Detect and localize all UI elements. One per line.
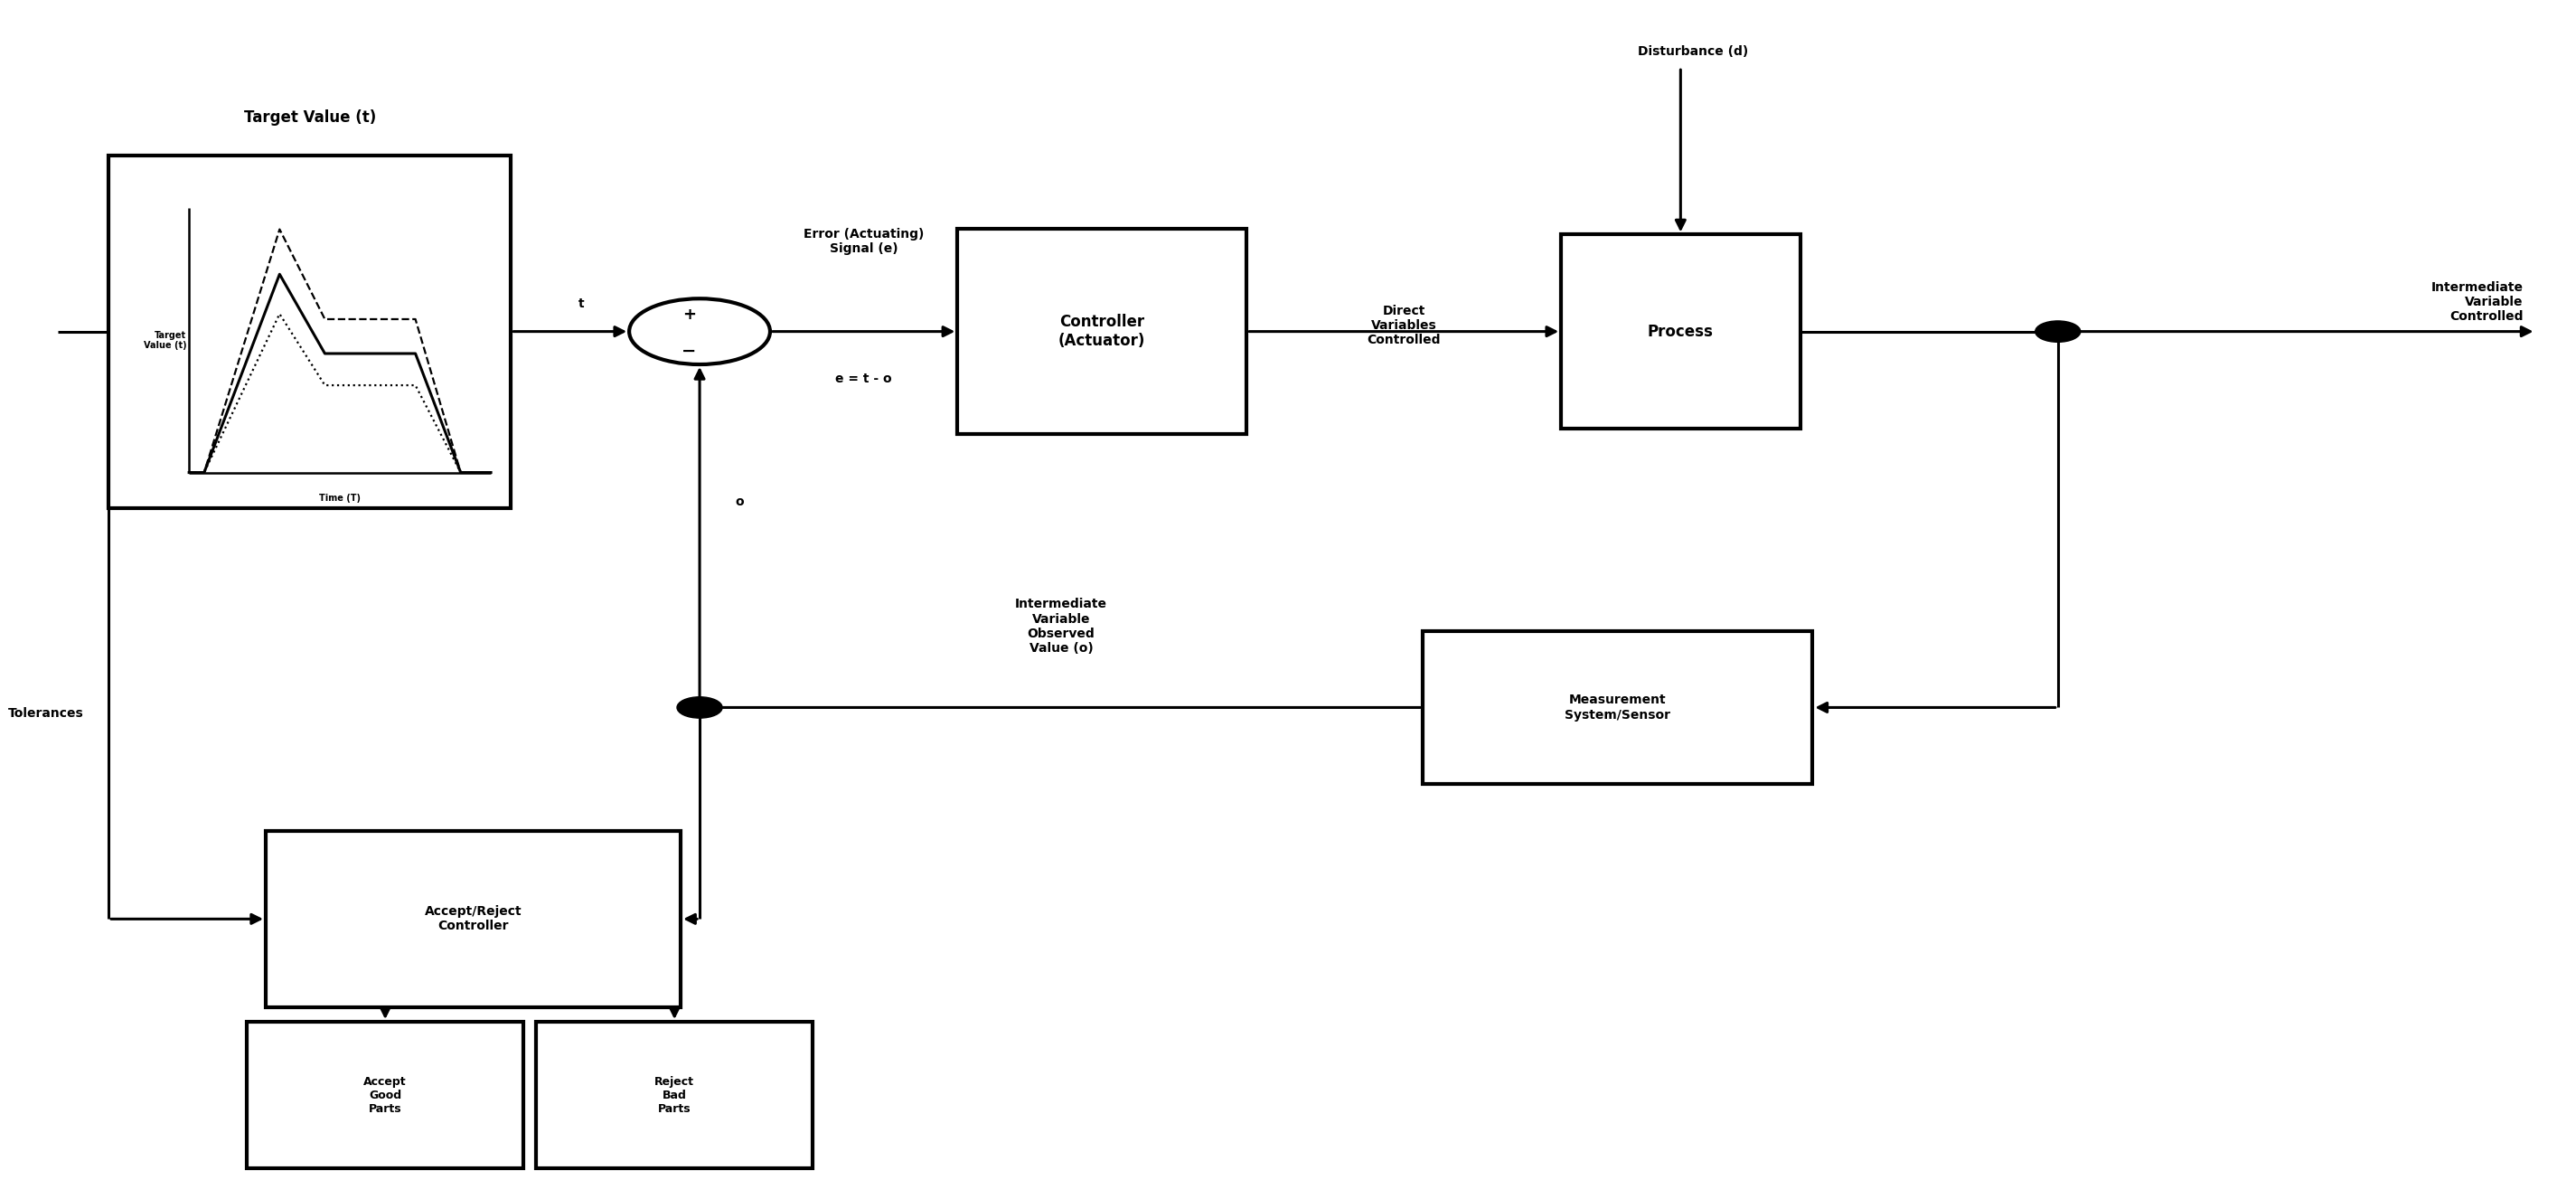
Circle shape xyxy=(629,299,770,365)
Text: Direct
Variables
Controlled: Direct Variables Controlled xyxy=(1368,304,1440,347)
Text: o: o xyxy=(734,496,744,507)
Text: Process: Process xyxy=(1649,323,1713,340)
Text: Time (T): Time (T) xyxy=(319,493,361,503)
Text: Tolerances: Tolerances xyxy=(8,707,82,720)
Bar xyxy=(1422,631,1814,784)
Text: Target Value (t): Target Value (t) xyxy=(245,110,376,126)
Circle shape xyxy=(2035,321,2081,342)
Bar xyxy=(536,1022,814,1168)
Text: Accept
Good
Parts: Accept Good Parts xyxy=(363,1076,407,1115)
Circle shape xyxy=(677,697,721,719)
Text: Disturbance (d): Disturbance (d) xyxy=(1638,45,1749,58)
Text: Intermediate
Variable
Controlled: Intermediate Variable Controlled xyxy=(2432,281,2522,323)
Text: Controller
(Actuator): Controller (Actuator) xyxy=(1059,314,1146,349)
Text: Measurement
System/Sensor: Measurement System/Sensor xyxy=(1564,694,1672,721)
Text: Target
Value (t): Target Value (t) xyxy=(144,330,185,350)
Text: +: + xyxy=(683,307,696,322)
Text: −: − xyxy=(683,342,696,360)
Text: Accept/Reject
Controller: Accept/Reject Controller xyxy=(425,905,523,932)
Text: Error (Actuating)
Signal (e): Error (Actuating) Signal (e) xyxy=(804,228,925,255)
Text: e = t - o: e = t - o xyxy=(835,373,891,386)
Bar xyxy=(265,831,680,1007)
Text: Reject
Bad
Parts: Reject Bad Parts xyxy=(654,1076,696,1115)
Bar xyxy=(958,229,1247,434)
Bar xyxy=(247,1022,523,1168)
Bar xyxy=(1561,235,1801,428)
Text: Intermediate
Variable
Observed
Value (o): Intermediate Variable Observed Value (o) xyxy=(1015,598,1108,655)
Text: t: t xyxy=(577,297,585,310)
Bar xyxy=(108,156,510,507)
